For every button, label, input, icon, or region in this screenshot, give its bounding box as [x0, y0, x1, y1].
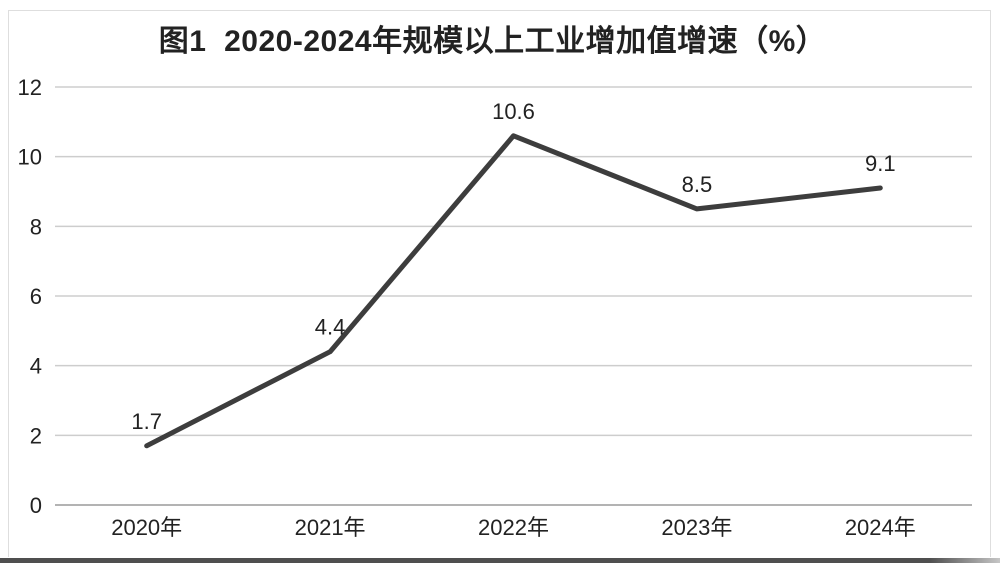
- x-tick-label: 2023年: [661, 515, 732, 540]
- y-tick-label: 4: [30, 354, 42, 379]
- y-tick-label: 10: [18, 145, 42, 170]
- y-tick-label: 0: [30, 493, 42, 518]
- data-point-label: 8.5: [682, 172, 713, 197]
- data-point-label: 4.4: [315, 315, 346, 340]
- bottom-edge-line: [0, 558, 1000, 563]
- y-tick-label: 12: [18, 75, 42, 100]
- y-tick-label: 2: [30, 423, 42, 448]
- data-line: [144, 133, 883, 449]
- x-tick-label: 2022年: [478, 515, 549, 540]
- y-tick-label: 8: [30, 214, 42, 239]
- data-point-label: 1.7: [131, 409, 162, 434]
- y-tick-label: 6: [30, 284, 42, 309]
- x-tick-label: 2021年: [295, 515, 366, 540]
- data-point-label: 10.6: [492, 99, 535, 124]
- x-tick-label: 2020年: [111, 515, 182, 540]
- data-point-label: 9.1: [865, 151, 896, 176]
- x-tick-label: 2024年: [845, 515, 916, 540]
- chart-title: 图1 2020-2024年规模以上工业增加值增速（%）: [158, 25, 827, 58]
